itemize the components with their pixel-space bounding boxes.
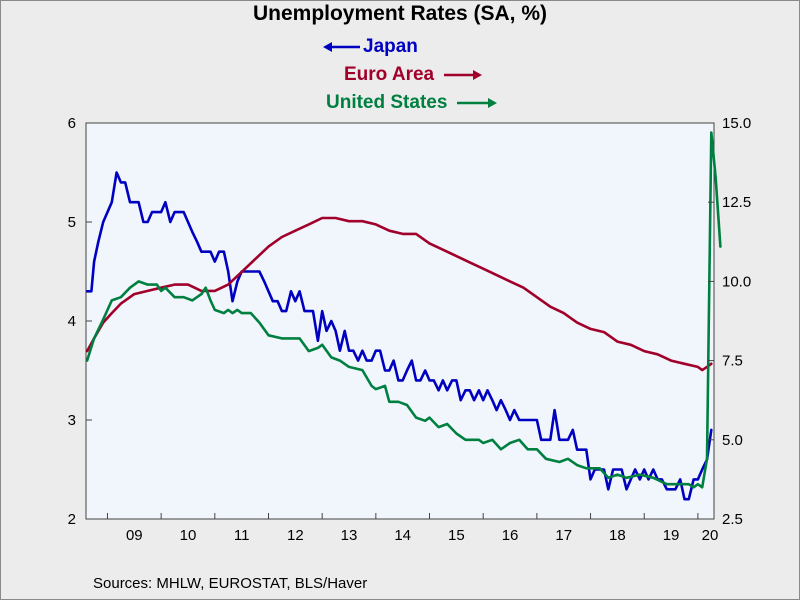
left-axis-tick-label: 6 xyxy=(68,115,76,132)
legend-euro-area-label: Euro Area xyxy=(344,64,435,85)
legend-united-states: United States xyxy=(326,92,498,114)
right-axis-tick-label: 2.5 xyxy=(722,511,743,528)
left-axis-tick-label: 5 xyxy=(68,214,76,231)
x-axis-tick-label: 17 xyxy=(555,527,572,544)
x-axis-tick-label: 16 xyxy=(502,527,519,544)
x-axis-tick-label: 09 xyxy=(126,527,143,544)
legend-japan: Japan xyxy=(323,36,418,58)
series-line-united-states xyxy=(85,131,722,489)
right-axis-tick-label: 5.0 xyxy=(722,432,743,449)
x-axis-tick-label: 18 xyxy=(609,527,626,544)
plot-area xyxy=(85,122,715,520)
x-axis-tick-label: 10 xyxy=(180,527,197,544)
left-axis-tick-label: 3 xyxy=(68,412,76,429)
right-axis-tick-label: 10.0 xyxy=(722,273,751,290)
legend-united-states-label: United States xyxy=(326,92,448,113)
right-arrow-icon xyxy=(444,70,483,80)
right-axis-tick-label: 7.5 xyxy=(722,353,743,370)
chart-title: Unemployment Rates (SA, %) xyxy=(252,2,548,25)
x-axis-tick-label: 19 xyxy=(663,527,680,544)
series-line-euro-area xyxy=(85,216,713,372)
x-axis-tick-label: 12 xyxy=(287,527,304,544)
x-axis-tick-label: 11 xyxy=(234,527,250,544)
series-line-japan xyxy=(85,171,713,501)
left-axis-tick-label: 4 xyxy=(68,313,76,330)
x-axis-tick-label: 13 xyxy=(341,527,358,544)
right-arrow-icon xyxy=(457,98,498,108)
x-axis-tick-label: 20 xyxy=(702,527,719,544)
left-arrow-icon xyxy=(323,42,360,52)
right-axis-tick-label: 12.5 xyxy=(722,194,751,211)
right-axis-tick-label: 15.0 xyxy=(722,115,751,132)
legend-japan-label: Japan xyxy=(363,36,418,57)
legend-euro-area: Euro Area xyxy=(344,64,483,86)
x-axis-tick-label: 15 xyxy=(448,527,465,544)
source-note: Sources: MHLW, EUROSTAT, BLS/Haver xyxy=(93,575,368,592)
x-axis-tick-label: 14 xyxy=(394,527,411,544)
left-axis-tick-label: 2 xyxy=(68,511,76,528)
